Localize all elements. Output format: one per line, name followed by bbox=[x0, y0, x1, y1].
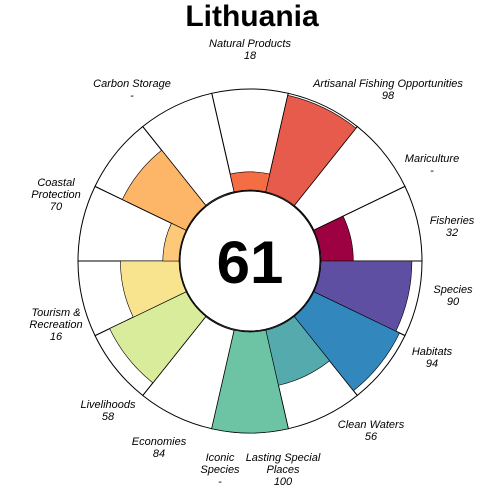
petal-coastal-protection bbox=[121, 149, 207, 231]
petal-livelihoods bbox=[120, 260, 187, 318]
label-iconic-species: Iconic Species - bbox=[200, 452, 240, 488]
label-mariculture: Mariculture - bbox=[405, 153, 459, 177]
label-livelihoods: Livelihoods 58 bbox=[80, 399, 136, 423]
label-species: Species 90 bbox=[433, 284, 473, 308]
petal-natural-products bbox=[229, 171, 271, 193]
overall-score: 61 bbox=[217, 229, 284, 296]
label-habitats: Habitats 94 bbox=[412, 346, 453, 370]
petal-label-layer: Natural Products 18 Artisanal Fishing Oppo… bbox=[29, 38, 474, 488]
petal-economies bbox=[109, 291, 207, 384]
label-fisheries: Fisheries 32 bbox=[430, 215, 475, 239]
chart-title: Lithuania bbox=[185, 0, 319, 33]
petal-outline-carbon-storage bbox=[142, 92, 235, 207]
center-circle bbox=[179, 190, 321, 332]
label-tourism-and-recreation: Tourism & Recreation 16 bbox=[29, 307, 82, 343]
label-carbon-storage: Carbon Storage - bbox=[93, 78, 171, 102]
label-lasting-special-places: Lasting Special Places 100 bbox=[246, 452, 321, 488]
petal-artisanal-fishing-opportunities bbox=[265, 94, 357, 206]
petal-lasting-special-places bbox=[211, 329, 289, 434]
label-economies: Economies 84 bbox=[132, 436, 187, 460]
petal-habitats bbox=[293, 291, 400, 392]
petal-layer bbox=[77, 88, 423, 434]
label-coastal-protection: Coastal Protection 70 bbox=[31, 177, 81, 213]
label-clean-waters: Clean Waters 56 bbox=[338, 419, 405, 443]
label-natural-products: Natural Products 18 bbox=[209, 38, 291, 62]
label-artisanal-fishing-opportunities: Artisanal Fishing Opportunities 98 bbox=[312, 78, 463, 102]
